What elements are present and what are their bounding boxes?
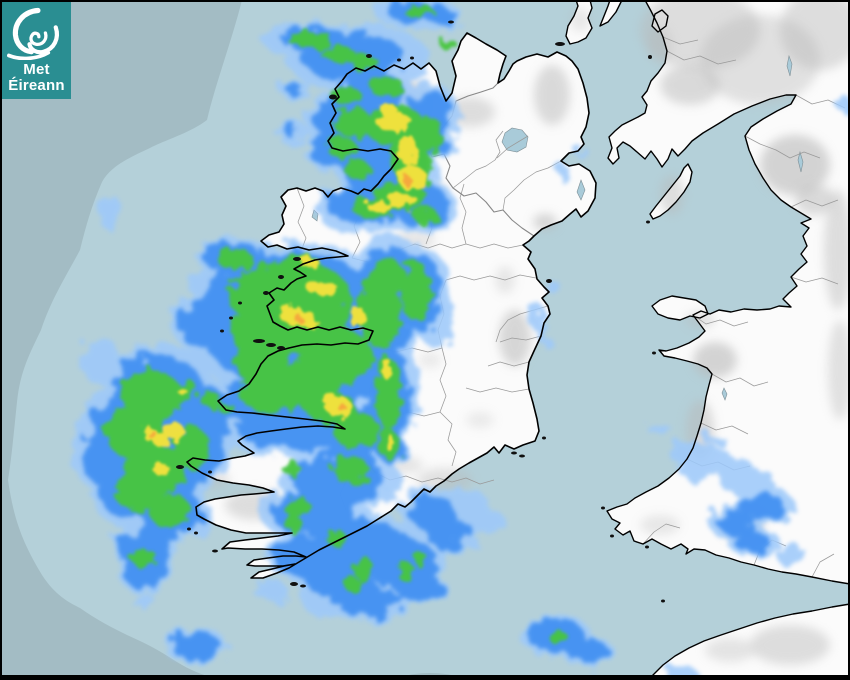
logo-text-met: Met	[23, 61, 50, 78]
rain-level-l5	[149, 177, 413, 439]
hurricane-spiral-icon	[6, 7, 59, 60]
met-eireann-logo: Met Éireann	[2, 2, 71, 99]
rain-level-l3	[106, 6, 568, 645]
precipitation-layer	[72, 0, 850, 680]
logo-text-eireann: Éireann	[8, 76, 65, 94]
coastline-layer	[176, 0, 850, 680]
